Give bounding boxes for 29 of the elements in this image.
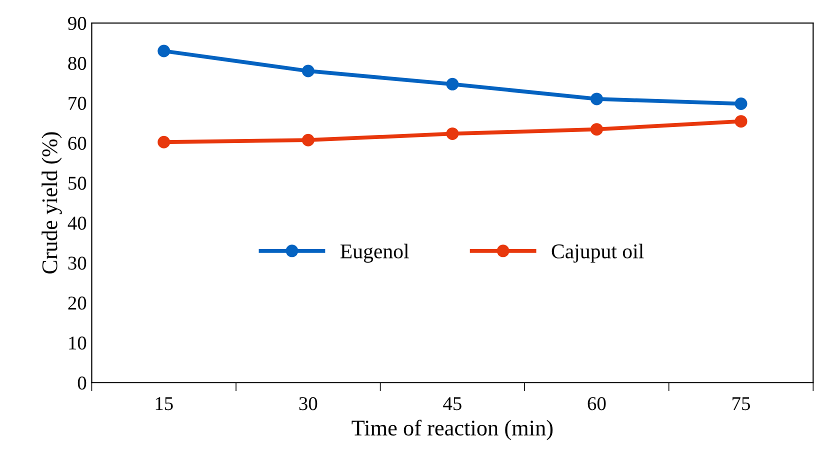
- y-tick-label: 40: [68, 216, 86, 230]
- point: [734, 98, 748, 110]
- legend-label: Cajuput oil: [552, 244, 644, 263]
- x-axis-title: Time of reaction (min): [352, 420, 553, 440]
- y-tick-label: 0: [78, 376, 86, 390]
- point: [734, 115, 748, 128]
- y-tick-label: 70: [68, 96, 86, 110]
- x-tick-label: 60: [588, 397, 606, 410]
- y-axis-title: Crude yield (%): [42, 132, 62, 274]
- point: [158, 44, 170, 58]
- y-tick-label: 10: [69, 336, 86, 350]
- y-tick-label: 50: [68, 176, 86, 190]
- point: [590, 92, 603, 106]
- point: [158, 136, 170, 148]
- x-tick-label: 30: [299, 397, 318, 410]
- y-tick-label: 30: [68, 256, 86, 270]
- x-tick-label: 75: [732, 397, 750, 410]
- y-tick-label: 20: [68, 296, 86, 310]
- point: [590, 123, 603, 136]
- point: [302, 64, 314, 78]
- y-tick-label: 60: [68, 136, 86, 150]
- point: [446, 127, 459, 140]
- x-tick-label: 45: [443, 397, 462, 410]
- x-tick-label: 15: [156, 397, 173, 410]
- legend-label: Eugenol: [340, 244, 409, 263]
- y-tick-label: 80: [68, 56, 86, 70]
- y-tick-label: 90: [68, 16, 86, 30]
- point: [302, 134, 314, 146]
- point: [446, 78, 459, 90]
